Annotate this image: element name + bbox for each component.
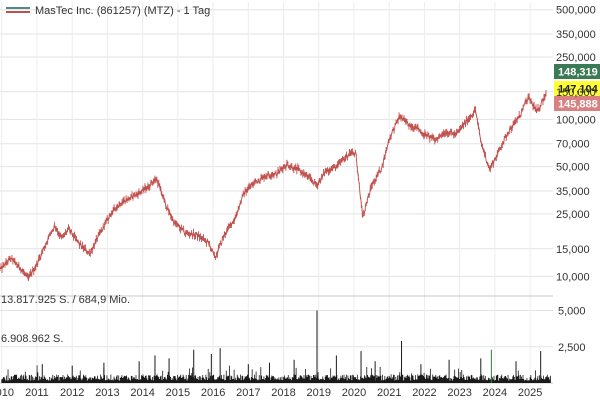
time-tick-label: 2023 <box>447 387 471 399</box>
price-badge-bg <box>554 64 600 79</box>
price-tick-label: 70,000 <box>556 139 590 151</box>
time-tick-label: 2014 <box>130 387 154 399</box>
time-tick-label: 2024 <box>483 387 507 399</box>
price-tick-label: 15,000 <box>556 244 590 256</box>
price-badge-label: 145,888 <box>558 99 598 111</box>
price-tick-label: 100,000 <box>556 114 596 126</box>
time-tick-label: 2022 <box>412 387 436 399</box>
price-tick-label: 500,000 <box>556 5 596 17</box>
time-tick-label: 2017 <box>236 387 260 399</box>
time-tick-label: 2013 <box>95 387 119 399</box>
price-tick-label: 25,000 <box>556 209 590 221</box>
price-tick-label: 350,000 <box>556 29 596 41</box>
volume-annotation-mid: 6.908.962 S. <box>1 333 63 345</box>
time-tick-label: 2011 <box>25 387 49 399</box>
volume-tick-label: 2,500 <box>558 342 586 354</box>
chart-title: MasTec Inc. (861257) (MTZ) - 1 Tag <box>35 5 210 17</box>
time-tick-label: 2019 <box>307 387 331 399</box>
time-tick-label: 2021 <box>377 387 401 399</box>
price-axis-ticks: 10,000 15,000 25,000 35,000 50,000 70,000 100,… <box>556 5 596 354</box>
price-badges: 148,319 147,104 145,888 <box>554 64 600 111</box>
volume-series <box>1 310 551 383</box>
time-tick-label: 2018 <box>271 387 295 399</box>
price-badge-label: 147,104 <box>558 84 599 96</box>
price-tick-label: 10,000 <box>556 271 590 283</box>
price-tick-label: 35,000 <box>556 186 590 198</box>
time-tick-label: 2015 <box>166 387 190 399</box>
price-tick-label: 50,000 <box>556 162 590 174</box>
chart-legend: MasTec Inc. (861257) (MTZ) - 1 Tag <box>6 5 210 17</box>
price-tick-label: 250,000 <box>556 52 596 64</box>
time-tick-label: 2012 <box>60 387 84 399</box>
price-badge-label: 148,319 <box>558 67 598 79</box>
grid <box>0 2 553 384</box>
price-badge-bg <box>554 96 600 111</box>
time-tick-label: 2025 <box>518 387 542 399</box>
time-tick-label: 2016 <box>201 387 225 399</box>
price-badge-bg <box>554 81 600 96</box>
volume-bars <box>1 365 551 383</box>
time-tick-label: 2010 <box>0 387 14 399</box>
time-axis-ticks: 2010 2011 2012 2013 2014 2015 2016 2017 2018 2019… <box>0 387 542 399</box>
price-series <box>0 89 547 281</box>
volume-tick-label: 5,000 <box>558 306 586 318</box>
volume-annotation-max: 13.817.925 S. / 684,9 Mio. <box>1 294 130 306</box>
time-tick-label: 2020 <box>342 387 366 399</box>
price-line-0 <box>0 89 547 281</box>
price-tick-label: 150,000 <box>556 87 596 99</box>
